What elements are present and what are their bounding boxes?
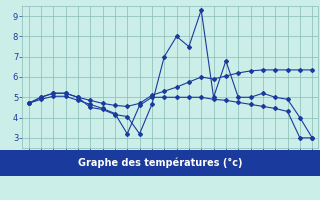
Text: Graphe des températures (°c): Graphe des températures (°c): [78, 158, 242, 168]
